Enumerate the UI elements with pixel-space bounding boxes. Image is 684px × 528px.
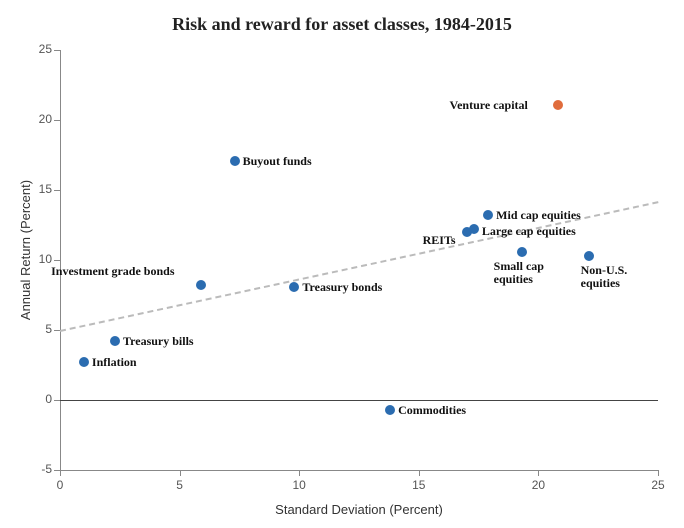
data-point	[517, 247, 527, 257]
zero-line	[60, 400, 658, 401]
x-tick-label: 20	[528, 478, 548, 492]
x-tick	[180, 470, 181, 476]
data-point-label: Treasury bonds	[302, 281, 382, 294]
data-point-label: Mid cap equities	[496, 209, 581, 222]
data-point-label: Non-U.S.equities	[581, 264, 628, 290]
y-tick-label: -5	[22, 462, 52, 476]
x-axis	[60, 470, 658, 471]
x-tick-label: 10	[289, 478, 309, 492]
x-tick	[299, 470, 300, 476]
x-tick	[538, 470, 539, 476]
chart-container: Risk and reward for asset classes, 1984-…	[0, 0, 684, 528]
x-tick	[658, 470, 659, 476]
y-tick-label: 0	[22, 392, 52, 406]
y-tick	[54, 400, 60, 401]
data-point	[469, 224, 479, 234]
data-point-label: REITs	[423, 234, 456, 247]
y-axis	[60, 50, 61, 470]
data-point	[289, 282, 299, 292]
data-point-label: Investment grade bonds	[51, 265, 174, 278]
y-tick-label: 20	[22, 112, 52, 126]
data-point-label: Small capequities	[494, 260, 544, 286]
data-point-label: Buyout funds	[243, 155, 312, 168]
x-tick-label: 15	[409, 478, 429, 492]
x-tick	[60, 470, 61, 476]
x-tick	[419, 470, 420, 476]
data-point	[584, 251, 594, 261]
chart-title: Risk and reward for asset classes, 1984-…	[0, 14, 684, 35]
y-tick	[54, 190, 60, 191]
data-point	[196, 280, 206, 290]
data-point-label: Treasury bills	[123, 335, 194, 348]
data-point	[230, 156, 240, 166]
y-tick	[54, 50, 60, 51]
data-point	[110, 336, 120, 346]
data-point-label: Venture capital	[450, 99, 528, 112]
y-tick	[54, 470, 60, 471]
y-tick-label: 25	[22, 42, 52, 56]
data-point-label: Commodities	[398, 404, 466, 417]
data-point	[79, 357, 89, 367]
data-point	[385, 405, 395, 415]
data-point-label: Large cap equities	[482, 225, 576, 238]
data-point-label: Inflation	[92, 356, 137, 369]
y-tick	[54, 120, 60, 121]
x-tick-label: 0	[50, 478, 70, 492]
y-axis-label: Annual Return (Percent)	[18, 165, 33, 335]
plot-area: 0510152025-50510152025InflationTreasury …	[60, 50, 658, 470]
y-tick	[54, 260, 60, 261]
data-point	[553, 100, 563, 110]
x-axis-label: Standard Deviation (Percent)	[60, 502, 658, 517]
data-point	[483, 210, 493, 220]
x-tick-label: 25	[648, 478, 668, 492]
x-tick-label: 5	[170, 478, 190, 492]
